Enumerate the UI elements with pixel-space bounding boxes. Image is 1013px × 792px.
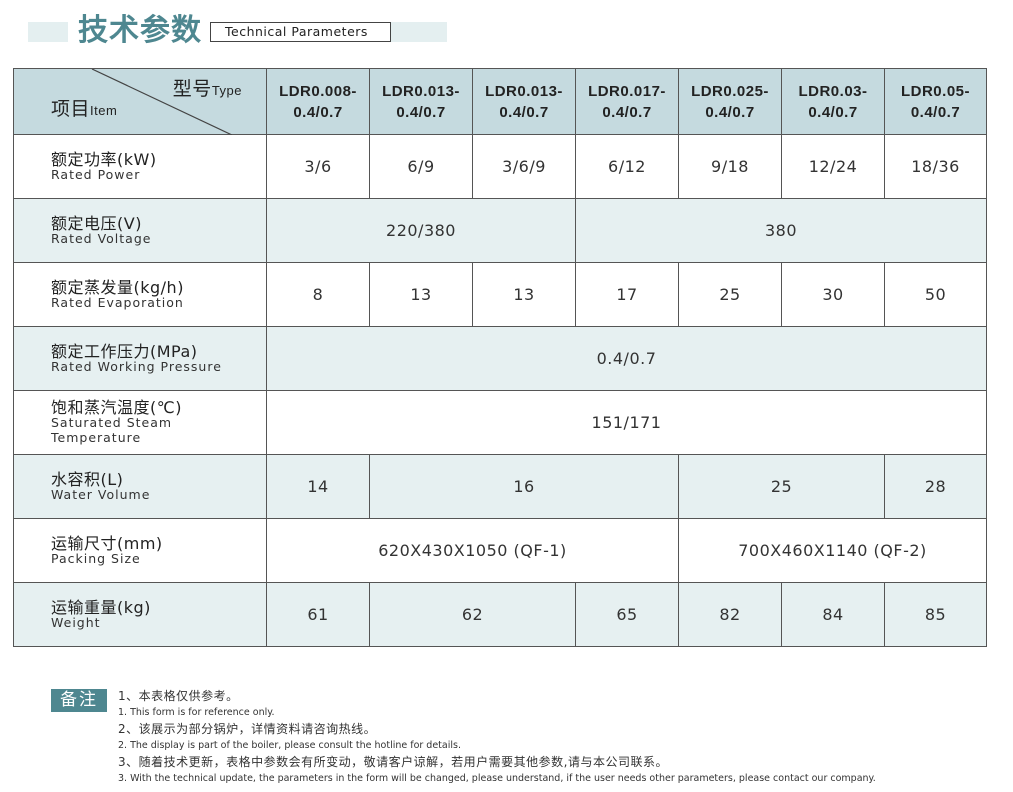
value-cell: 25: [678, 454, 885, 519]
row-label-en: Weight: [51, 614, 101, 630]
value-cell: 85: [884, 582, 987, 647]
model-header: LDR0.05- 0.4/0.7: [884, 68, 987, 135]
row-label: 运输尺寸(mm) Packing Size: [13, 518, 267, 583]
value-cell: 14: [266, 454, 370, 519]
value-cell: 3/6: [266, 134, 370, 199]
table-row: 运输重量(kg) Weight 61 62 65 82 84 85: [13, 582, 987, 647]
value-cell: 18/36: [884, 134, 987, 199]
note-cn: 2、该展示为部分锅炉，详情资料请咨询热线。: [118, 722, 377, 736]
table-row: 额定电压(V) Rated Voltage 220/380 380: [13, 198, 987, 263]
value-cell: 0.4/0.7: [266, 326, 987, 391]
value-cell: 380: [575, 198, 987, 263]
value-cell: 620X430X1050 (QF-1): [266, 518, 679, 583]
diagonal-divider: [91, 69, 233, 135]
note-en: 2. The display is part of the boiler, pl…: [118, 740, 461, 751]
row-label-cn: 饱和蒸汽温度(℃): [51, 398, 182, 417]
value-cell: 84: [781, 582, 885, 647]
row-label: 额定工作压力(MPa) Rated Working Pressure: [13, 326, 267, 391]
value-cell: 700X460X1140 (QF-2): [678, 518, 987, 583]
note-en: 1. This form is for reference only.: [118, 707, 275, 718]
parameters-table: 型号Type 项目Item LDR0.008- 0.4/0.7 LDR0.013-…: [13, 68, 987, 647]
corner-cell: 型号Type 项目Item: [13, 68, 267, 135]
note-cn: 1、本表格仅供参考。: [118, 689, 239, 703]
row-label: 饱和蒸汽温度(℃) Saturated Steam Temperature: [13, 390, 267, 455]
table-row: 额定功率(kW) Rated Power 3/6 6/9 3/6/9 6/12 9/18 12…: [13, 134, 987, 199]
notes-label: 备注: [51, 689, 107, 712]
row-label: 水容积(L) Water Volume: [13, 454, 267, 519]
value-cell: 28: [884, 454, 987, 519]
model-header: LDR0.03- 0.4/0.7: [781, 68, 885, 135]
model-header: LDR0.013- 0.4/0.7: [369, 68, 473, 135]
row-label-en: Rated Working Pressure: [51, 358, 222, 374]
row-label-cn: 运输尺寸(mm): [51, 533, 163, 553]
notes-list: 1、本表格仅供参考。 1. This form is for reference …: [118, 688, 876, 787]
type-label: 型号Type: [173, 79, 242, 101]
row-label-cn: 水容积(L): [51, 469, 124, 489]
table-row: 额定蒸发量(kg/h) Rated Evaporation 8 13 13 17 25 30 5…: [13, 262, 987, 327]
type-cn: 型号: [172, 79, 212, 100]
table-row: 饱和蒸汽温度(℃) Saturated Steam Temperature 151/…: [13, 390, 987, 455]
table-row: 水容积(L) Water Volume 14 16 25 28: [13, 454, 987, 519]
row-label-cn: 额定功率(kW): [51, 149, 157, 169]
value-cell: 61: [266, 582, 370, 647]
value-cell: 30: [781, 262, 885, 327]
value-cell: 6/12: [575, 134, 679, 199]
row-label-cn: 运输重量(kg): [51, 597, 151, 617]
row-label: 运输重量(kg) Weight: [13, 582, 267, 647]
value-cell: 13: [472, 262, 576, 327]
value-cell: 62: [369, 582, 576, 647]
value-cell: 65: [575, 582, 679, 647]
page-subtitle: Technical Parameters: [210, 22, 391, 42]
row-label: 额定功率(kW) Rated Power: [13, 134, 267, 199]
item-cn: 项目: [51, 99, 91, 120]
row-label-en: Water Volume: [51, 486, 151, 502]
row-label-cn: 额定蒸发量(kg/h): [51, 277, 184, 297]
model-header: LDR0.017- 0.4/0.7: [575, 68, 679, 135]
row-label-en: Rated Voltage: [51, 230, 152, 246]
row-label-en: Packing Size: [51, 550, 141, 566]
value-cell: 17: [575, 262, 679, 327]
model-header: LDR0.008- 0.4/0.7: [266, 68, 370, 135]
value-cell: 12/24: [781, 134, 885, 199]
row-label-cn: 额定电压(V): [51, 213, 142, 233]
value-cell: 82: [678, 582, 782, 647]
page-title: 技术参数: [78, 13, 202, 48]
row-label-cn: 额定工作压力(MPa): [51, 341, 198, 361]
value-cell: 16: [369, 454, 679, 519]
value-cell: 6/9: [369, 134, 473, 199]
model-header: LDR0.013- 0.4/0.7: [472, 68, 576, 135]
value-cell: 151/171: [266, 390, 987, 455]
note-en: 3. With the technical update, the parame…: [118, 773, 876, 784]
row-label-en: Rated Evaporation: [51, 294, 184, 310]
row-label: 额定电压(V) Rated Voltage: [13, 198, 267, 263]
value-cell: 3/6/9: [472, 134, 576, 199]
type-en: Type: [211, 83, 242, 98]
value-cell: 220/380: [266, 198, 576, 263]
row-label-en: Saturated Steam Temperature: [51, 415, 173, 445]
value-cell: 25: [678, 262, 782, 327]
note-cn: 3、随着技术更新，表格中参数会有所变动，敬请客户谅解，若用户需要其他参数,请与本…: [118, 755, 668, 769]
title-band-left: [28, 22, 68, 42]
value-cell: 8: [266, 262, 370, 327]
item-en: Item: [90, 103, 118, 118]
table-row: 额定工作压力(MPa) Rated Working Pressure 0.4/0.7: [13, 326, 987, 391]
header-row: 型号Type 项目Item LDR0.008- 0.4/0.7 LDR0.013-…: [13, 68, 987, 135]
table-row: 运输尺寸(mm) Packing Size 620X430X1050 (QF-1) 7…: [13, 518, 987, 583]
item-label: 项目Item: [51, 99, 117, 121]
value-cell: 13: [369, 262, 473, 327]
model-header: LDR0.025- 0.4/0.7: [678, 68, 782, 135]
value-cell: 9/18: [678, 134, 782, 199]
value-cell: 50: [884, 262, 987, 327]
row-label-en: Rated Power: [51, 166, 141, 182]
row-label: 额定蒸发量(kg/h) Rated Evaporation: [13, 262, 267, 327]
title-band-right: [391, 22, 447, 42]
